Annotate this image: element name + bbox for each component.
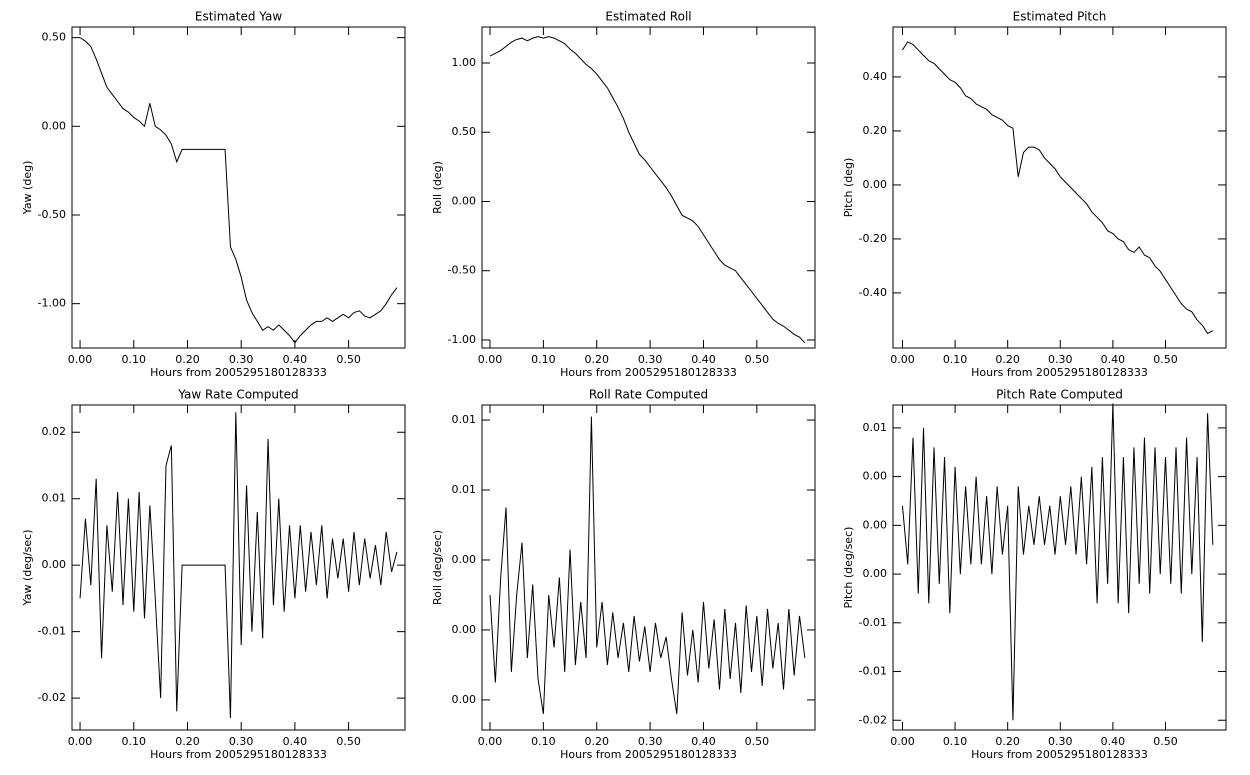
y-tick-label: 0.50 — [42, 31, 67, 44]
y-tick-label: -0.20 — [859, 232, 887, 245]
y-tick-label: 0.00 — [863, 518, 888, 531]
plot-frame — [481, 404, 816, 731]
y-tick-label: 0.00 — [452, 194, 477, 207]
x-tick-label: 0.10 — [943, 353, 968, 366]
x-tick-label: 0.00 — [478, 353, 503, 366]
y-axis-label: Yaw (deg/sec) — [21, 529, 34, 606]
x-axis-label: Hours from 2005295180128333 — [150, 366, 327, 379]
y-tick-label: 0.01 — [863, 421, 888, 434]
y-tick-label: 0.20 — [863, 124, 888, 137]
x-tick-label: 0.40 — [283, 735, 308, 748]
y-tick-label: 0.50 — [452, 125, 477, 138]
y-axis-label: Pitch (deg) — [842, 158, 855, 218]
x-tick-label: 0.40 — [1101, 353, 1126, 366]
chart-title: Estimated Pitch — [1013, 10, 1107, 24]
y-tick-label: 0.00 — [863, 470, 888, 483]
x-tick-label: 0.20 — [584, 735, 609, 748]
x-tick-label: 0.00 — [68, 353, 93, 366]
x-tick-label: 0.40 — [691, 735, 716, 748]
y-tick-label: 0.00 — [42, 119, 67, 132]
y-axis-label: Pitch (deg/sec) — [842, 527, 855, 609]
plot-frame — [892, 404, 1227, 731]
chart-title: Yaw Rate Computed — [177, 388, 298, 402]
x-tick-label: 0.40 — [283, 353, 308, 366]
data-line — [79, 412, 398, 719]
x-tick-label: 0.10 — [531, 353, 556, 366]
y-tick-label: -1.00 — [38, 297, 66, 310]
y-tick-label: 0.01 — [452, 413, 477, 426]
y-tick-label: 0.00 — [863, 567, 888, 580]
y-tick-label: 0.00 — [452, 693, 477, 706]
x-tick-label: 0.50 — [336, 353, 361, 366]
y-tick-label: -0.01 — [38, 625, 66, 638]
data-line — [901, 403, 1214, 721]
x-tick-label: 0.40 — [1101, 735, 1126, 748]
x-axis-label: Hours from 2005295180128333 — [971, 366, 1148, 379]
x-tick-label: 0.30 — [229, 353, 254, 366]
plot-frame — [71, 26, 406, 349]
x-tick-label: 0.20 — [175, 353, 200, 366]
data-line — [79, 37, 398, 344]
x-tick-label: 0.50 — [336, 735, 361, 748]
y-tick-label: -0.40 — [859, 286, 887, 299]
chart-title: Pitch Rate Computed — [996, 388, 1123, 402]
y-tick-label: -0.01 — [859, 665, 887, 678]
x-tick-label: 0.20 — [995, 735, 1020, 748]
chart-title: Estimated Yaw — [195, 10, 282, 24]
x-tick-label: 0.50 — [1153, 353, 1178, 366]
y-axis-label: Roll (deg) — [431, 161, 444, 214]
x-tick-label: 0.00 — [890, 353, 915, 366]
y-tick-label: -1.00 — [448, 333, 476, 346]
x-tick-label: 0.00 — [68, 735, 93, 748]
x-tick-label: 0.20 — [175, 735, 200, 748]
x-tick-label: 0.30 — [1048, 353, 1073, 366]
x-tick-label: 0.10 — [531, 735, 556, 748]
y-tick-label: -0.50 — [448, 264, 476, 277]
x-tick-label: 0.50 — [745, 353, 770, 366]
y-tick-label: 0.01 — [42, 492, 67, 505]
data-line — [489, 416, 806, 714]
x-tick-label: 0.10 — [943, 735, 968, 748]
plot-frame — [481, 26, 816, 349]
data-line — [489, 36, 806, 344]
x-tick-label: 0.20 — [584, 353, 609, 366]
chart-title: Estimated Roll — [605, 10, 691, 24]
x-tick-label: 0.30 — [638, 353, 663, 366]
x-tick-label: 0.30 — [1048, 735, 1073, 748]
x-tick-label: 0.40 — [691, 353, 716, 366]
x-tick-label: 0.00 — [890, 735, 915, 748]
y-tick-label: -0.02 — [859, 713, 887, 726]
y-tick-label: 1.00 — [452, 56, 477, 69]
y-tick-label: -0.50 — [38, 208, 66, 221]
x-tick-label: 0.50 — [1153, 735, 1178, 748]
x-tick-label: 0.10 — [122, 735, 147, 748]
y-axis-label: Yaw (deg) — [21, 161, 34, 216]
y-tick-label: 0.00 — [452, 623, 477, 636]
y-tick-label: 0.00 — [42, 558, 67, 571]
y-tick-label: -0.01 — [859, 616, 887, 629]
y-axis-label: Roll (deg/sec) — [431, 530, 444, 605]
data-line — [902, 41, 1214, 335]
y-tick-label: 0.40 — [863, 70, 888, 83]
x-tick-label: 0.00 — [478, 735, 503, 748]
x-axis-label: Hours from 2005295180128333 — [560, 366, 737, 379]
x-tick-label: 0.30 — [638, 735, 663, 748]
x-tick-label: 0.50 — [745, 735, 770, 748]
x-tick-label: 0.10 — [122, 353, 147, 366]
x-axis-label: Hours from 2005295180128333 — [971, 748, 1148, 761]
y-tick-label: 0.01 — [452, 483, 477, 496]
x-tick-label: 0.20 — [995, 353, 1020, 366]
chart-title: Roll Rate Computed — [589, 388, 708, 402]
y-tick-label: -0.02 — [38, 691, 66, 704]
y-tick-label: 0.00 — [452, 553, 477, 566]
plot-frame — [892, 26, 1227, 349]
x-tick-label: 0.30 — [229, 735, 254, 748]
y-tick-label: 0.00 — [863, 178, 888, 191]
y-tick-label: 0.02 — [42, 425, 67, 438]
x-axis-label: Hours from 2005295180128333 — [150, 748, 327, 761]
x-axis-label: Hours from 2005295180128333 — [560, 748, 737, 761]
plot-frame — [71, 404, 406, 731]
